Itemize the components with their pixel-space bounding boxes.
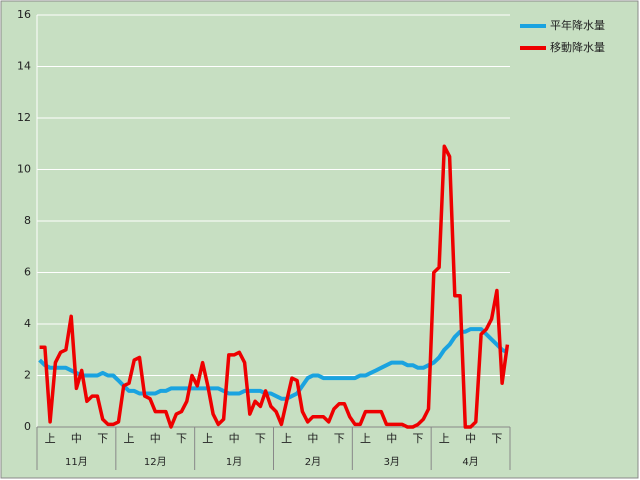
y-tick-label: 14 (17, 60, 31, 73)
x-tick-label: 上 (281, 432, 292, 445)
x-tick-label: 下 (491, 432, 502, 445)
y-tick-label: 10 (17, 163, 31, 176)
legend-label: 移動降水量 (550, 40, 605, 54)
x-group-label: 2月 (305, 456, 321, 468)
y-tick-label: 16 (17, 8, 31, 21)
x-tick-label: 上 (360, 432, 371, 445)
x-tick-label: 上 (123, 432, 134, 445)
x-tick-label: 中 (386, 432, 397, 445)
x-tick-label: 中 (465, 432, 476, 445)
x-tick-label: 上 (202, 432, 213, 445)
y-tick-label: 0 (24, 420, 31, 433)
x-group-label: 11月 (65, 456, 88, 468)
x-tick-label: 中 (71, 432, 82, 445)
x-tick-label: 中 (307, 432, 318, 445)
x-group-label: 12月 (144, 456, 167, 468)
x-tick-label: 中 (229, 432, 240, 445)
x-tick-label: 上 (439, 432, 450, 445)
series-line (39, 144, 510, 429)
x-group-label: 3月 (384, 456, 400, 468)
y-tick-label: 8 (24, 214, 31, 227)
x-tick-label: 中 (150, 432, 161, 445)
x-tick-label: 下 (97, 432, 108, 445)
x-tick-label: 下 (334, 432, 345, 445)
x-group-label: 4月 (462, 456, 478, 468)
x-tick-label: 下 (176, 432, 187, 445)
x-tick-label: 下 (413, 432, 424, 445)
x-tick-label: 上 (45, 432, 56, 445)
y-tick-label: 12 (17, 111, 31, 124)
y-tick-label: 4 (24, 317, 31, 330)
y-tick-label: 2 (24, 369, 31, 382)
y-tick-label: 6 (24, 266, 31, 279)
x-group-label: 1月 (226, 456, 242, 468)
x-tick-label: 下 (255, 432, 266, 445)
legend-label: 平年降水量 (550, 18, 605, 32)
